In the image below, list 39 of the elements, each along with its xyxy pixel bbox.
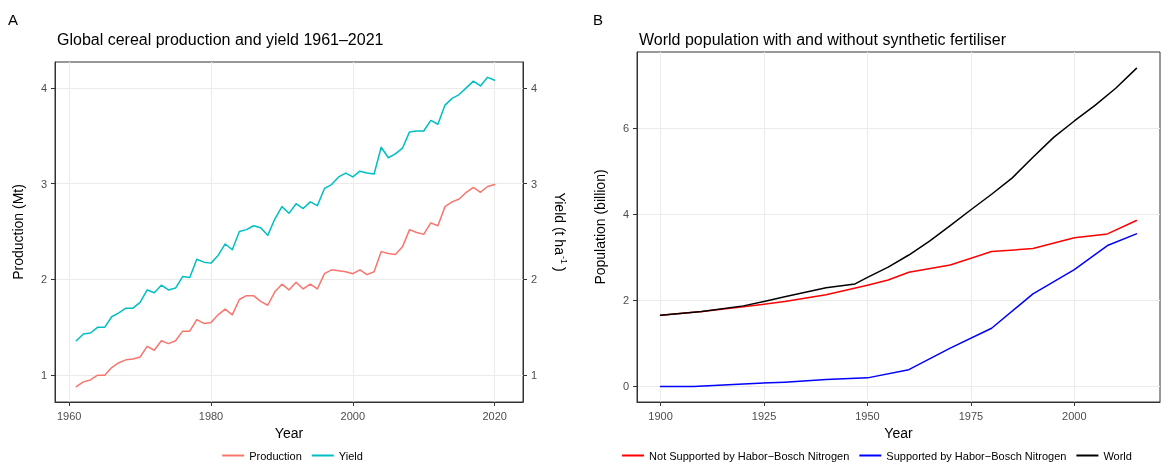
y-tick-label: 0	[622, 380, 629, 393]
chart-title: World population with and without synthetic fertiliser	[639, 30, 1007, 48]
x-axis-title: Year	[274, 424, 304, 441]
y-axis-title: Production (Mt)	[10, 184, 26, 280]
line-series	[659, 67, 1138, 317]
line-series	[75, 76, 496, 342]
x-tick-label: 1900	[648, 409, 673, 422]
x-tick-label: 2020	[482, 409, 507, 422]
y-tick-label: 3	[40, 177, 47, 190]
x-axis-title: Year	[884, 424, 913, 441]
y-tick-label: 1	[40, 369, 47, 382]
text: B	[593, 11, 604, 28]
chart-title: Global cereal production and yield 1961–2021	[57, 30, 384, 48]
y-tick-label: 4	[40, 81, 47, 94]
x-tick-label: 1975	[958, 409, 984, 422]
line-series	[659, 233, 1138, 388]
x-tick-label: 1950	[855, 409, 880, 422]
y-tick-label: 2	[40, 273, 47, 286]
x-tick-label: 2000	[1062, 409, 1087, 422]
legend-label: Not Supported by Habor−Bosch Nitrogen	[649, 449, 850, 462]
y2-tick-label: 3	[531, 177, 538, 190]
legend-label: Yield	[338, 449, 363, 462]
line-series	[75, 183, 496, 388]
x-tick-label: 2000	[340, 409, 366, 422]
x-tick-label: 1925	[751, 409, 777, 422]
y2-axis-title: Yield (t ha-1)	[551, 192, 569, 272]
y-tick-label: 2	[622, 294, 629, 307]
legend-label: World	[1103, 449, 1132, 462]
y2-tick-label: 4	[531, 81, 538, 94]
y-axis-title: Population (billion)	[592, 169, 608, 285]
x-tick-label: 1980	[198, 409, 224, 422]
y-tick-label: 4	[622, 208, 629, 221]
x-tick-label: 1960	[56, 409, 82, 422]
legend-label: Production	[249, 449, 302, 462]
y2-tick-label: 1	[531, 369, 538, 382]
legend-label: Supported by Habor−Bosch Nitrogen	[886, 449, 1067, 462]
y2-tick-label: 2	[531, 273, 538, 286]
text: A	[8, 11, 19, 28]
y-tick-label: 6	[622, 121, 629, 134]
